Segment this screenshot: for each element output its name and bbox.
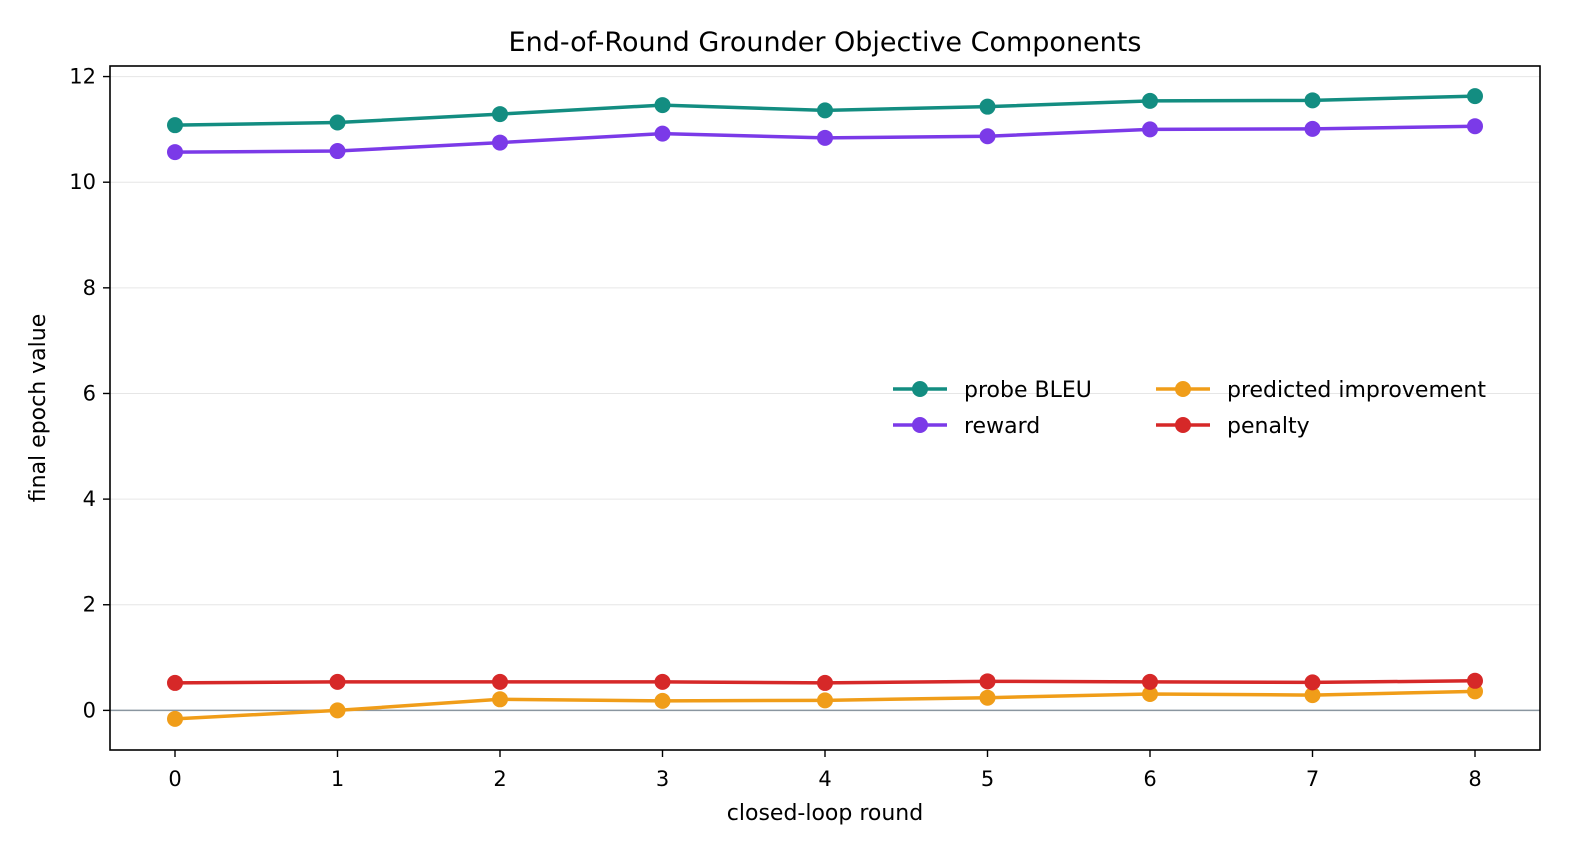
data-point-predicted-improvement (817, 692, 833, 709)
data-point-penalty (979, 673, 996, 690)
data-point-predicted-improvement (979, 689, 996, 706)
x-tick-label: 5 (981, 767, 994, 791)
data-point-reward (1142, 121, 1158, 138)
data-point-probe-bleu (329, 114, 346, 131)
data-point-probe-bleu (979, 98, 996, 115)
data-point-predicted-improvement (654, 692, 671, 709)
x-tick-label: 4 (818, 767, 831, 791)
chart-title: End-of-Round Grounder Objective Componen… (509, 27, 1142, 58)
data-point-predicted-improvement (492, 691, 508, 708)
legend-marker-probe-bleu (912, 381, 928, 397)
x-axis-label: closed-loop round (727, 801, 923, 826)
y-tick-label: 8 (83, 276, 96, 300)
data-point-reward (817, 129, 833, 146)
y-tick-label: 6 (83, 381, 96, 405)
data-point-reward (979, 128, 996, 145)
data-point-probe-bleu (492, 106, 508, 123)
data-point-probe-bleu (817, 102, 833, 119)
x-tick-label: 2 (493, 767, 506, 791)
data-point-penalty (1304, 674, 1321, 691)
x-tick-label: 7 (1306, 767, 1319, 791)
legend-marker-reward (912, 417, 928, 433)
data-point-penalty (654, 673, 671, 690)
x-tick-label: 1 (331, 767, 344, 791)
x-axis-ticks: 0 1 2 3 4 5 6 7 8 (168, 750, 1482, 791)
data-point-reward (492, 134, 508, 151)
legend-marker-penalty (1175, 417, 1191, 433)
data-point-penalty (1142, 673, 1158, 690)
legend: probe BLEU predicted improvement reward pen… (893, 378, 1486, 439)
data-point-probe-bleu (1304, 92, 1321, 109)
x-tick-label: 3 (656, 767, 669, 791)
x-tick-label: 6 (1143, 767, 1156, 791)
data-point-penalty (492, 673, 508, 690)
data-point-reward (654, 125, 671, 142)
series-lines (174, 94, 1476, 721)
legend-label-reward: reward (964, 414, 1040, 439)
y-tick-label: 0 (83, 698, 96, 722)
data-point-penalty (817, 674, 833, 691)
y-axis-ticks: 0 2 4 6 8 10 12 (69, 65, 110, 722)
data-point-penalty (1467, 672, 1483, 689)
gridlines (110, 76, 1540, 711)
data-point-probe-bleu (167, 117, 183, 134)
data-point-probe-bleu (1467, 88, 1483, 105)
data-point-probe-bleu (1142, 92, 1158, 109)
series-points (167, 88, 1483, 727)
legend-label-probe-bleu: probe BLEU (964, 378, 1092, 403)
plot-frame (109, 65, 1541, 751)
legend-label-predicted-improvement: predicted improvement (1227, 378, 1486, 403)
y-tick-label: 12 (69, 65, 96, 89)
data-point-penalty (329, 673, 346, 690)
legend-marker-predicted-improvement (1175, 381, 1191, 397)
legend-label-penalty: penalty (1227, 414, 1310, 439)
data-point-probe-bleu (654, 97, 671, 114)
data-point-predicted-improvement (1304, 687, 1321, 704)
x-tick-label: 8 (1468, 767, 1481, 791)
y-tick-label: 4 (83, 487, 96, 511)
y-axis-label: final epoch value (26, 314, 51, 502)
data-point-predicted-improvement (1142, 686, 1158, 703)
data-point-reward (167, 144, 183, 161)
y-tick-label: 10 (69, 170, 96, 194)
data-point-reward (329, 143, 346, 160)
data-point-predicted-improvement (167, 710, 183, 727)
data-point-reward (1304, 120, 1321, 137)
y-tick-label: 2 (83, 593, 96, 617)
data-point-reward (1467, 118, 1483, 135)
data-point-predicted-improvement (329, 702, 346, 719)
x-tick-label: 0 (168, 767, 181, 791)
data-point-penalty (167, 674, 183, 691)
